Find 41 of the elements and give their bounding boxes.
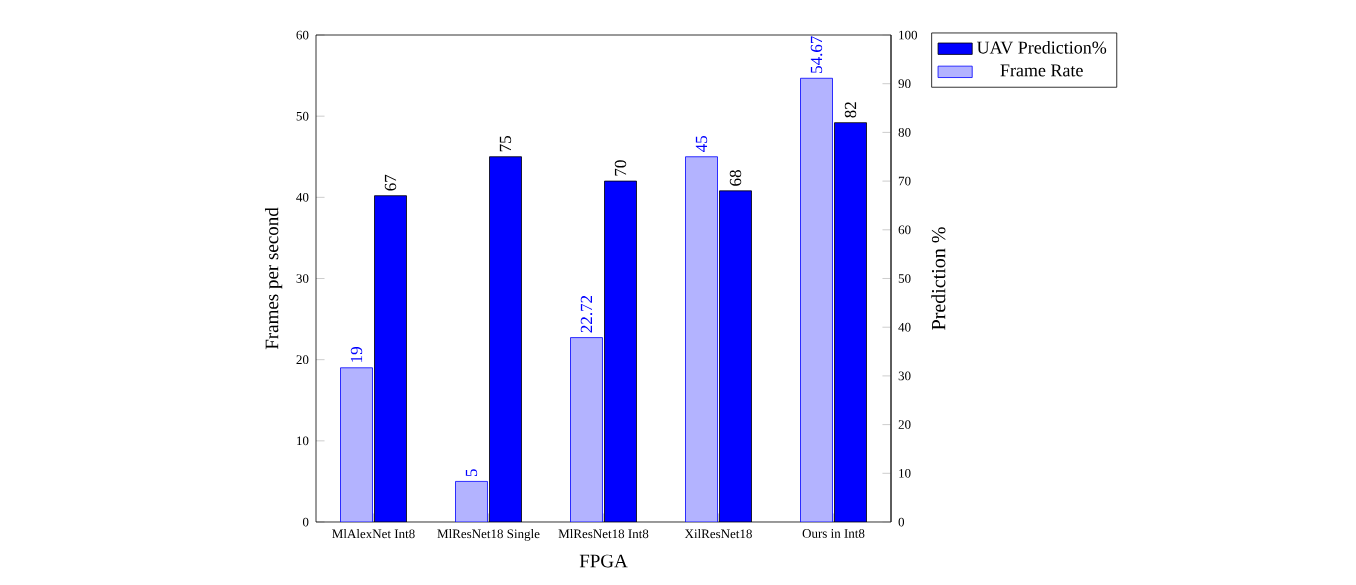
x-tick-label: XilResNet18	[684, 529, 752, 539]
y-tick-label: 50	[296, 111, 309, 121]
bar	[374, 195, 407, 522]
data-label: 45	[695, 136, 708, 153]
y2-tick-label: 60	[898, 225, 911, 235]
data-label: 54.67	[810, 36, 823, 73]
data-label: 82	[844, 102, 857, 118]
y2-tick-label: 0	[898, 517, 905, 527]
y-tick-label: 60	[296, 30, 309, 40]
data-label: 67	[384, 174, 397, 191]
data-label: 68	[729, 170, 742, 186]
y2-tick-label: 80	[898, 128, 911, 137]
data-label: 19	[350, 347, 363, 362]
x-axis-title: FPGA	[579, 554, 628, 568]
y-tick-label: 30	[296, 274, 309, 283]
data-label: 75	[499, 136, 512, 152]
data-label: 5	[465, 469, 478, 477]
y2-tick-label: 50	[898, 274, 911, 283]
y2-tick-label: 70	[898, 176, 911, 186]
y-tick-label: 40	[296, 192, 309, 202]
y-tick-label: 0	[302, 517, 309, 527]
y-tick-label: 10	[297, 436, 309, 446]
bar	[489, 156, 522, 522]
x-tick-label: Ours in Int8	[802, 529, 865, 538]
y2-tick-label: 10	[899, 468, 911, 478]
data-label: 70	[614, 160, 627, 176]
legend-label: Frame Rate	[1000, 64, 1083, 77]
y2-tick-label: 30	[898, 371, 911, 381]
bar	[455, 481, 488, 522]
x-tick-label: MlResNet18 Single	[437, 529, 540, 541]
y-axis-title: Frames per second	[264, 207, 283, 350]
y2-tick-label: 90	[898, 79, 911, 89]
y-tick-label: 20	[296, 355, 309, 365]
y2-tick-label: 40	[898, 322, 911, 332]
legend-label: UAV Prediction%	[976, 40, 1107, 54]
x-tick-label: MlAlexNet Int8	[332, 529, 415, 539]
y2-tick-label: 100	[899, 30, 918, 40]
data-label: 22.72	[580, 295, 593, 333]
x-tick-label: MlResNet18 Int8	[558, 529, 649, 539]
y2-tick-label: 20	[898, 420, 911, 429]
y2-axis-title: Prediction %	[931, 227, 946, 330]
